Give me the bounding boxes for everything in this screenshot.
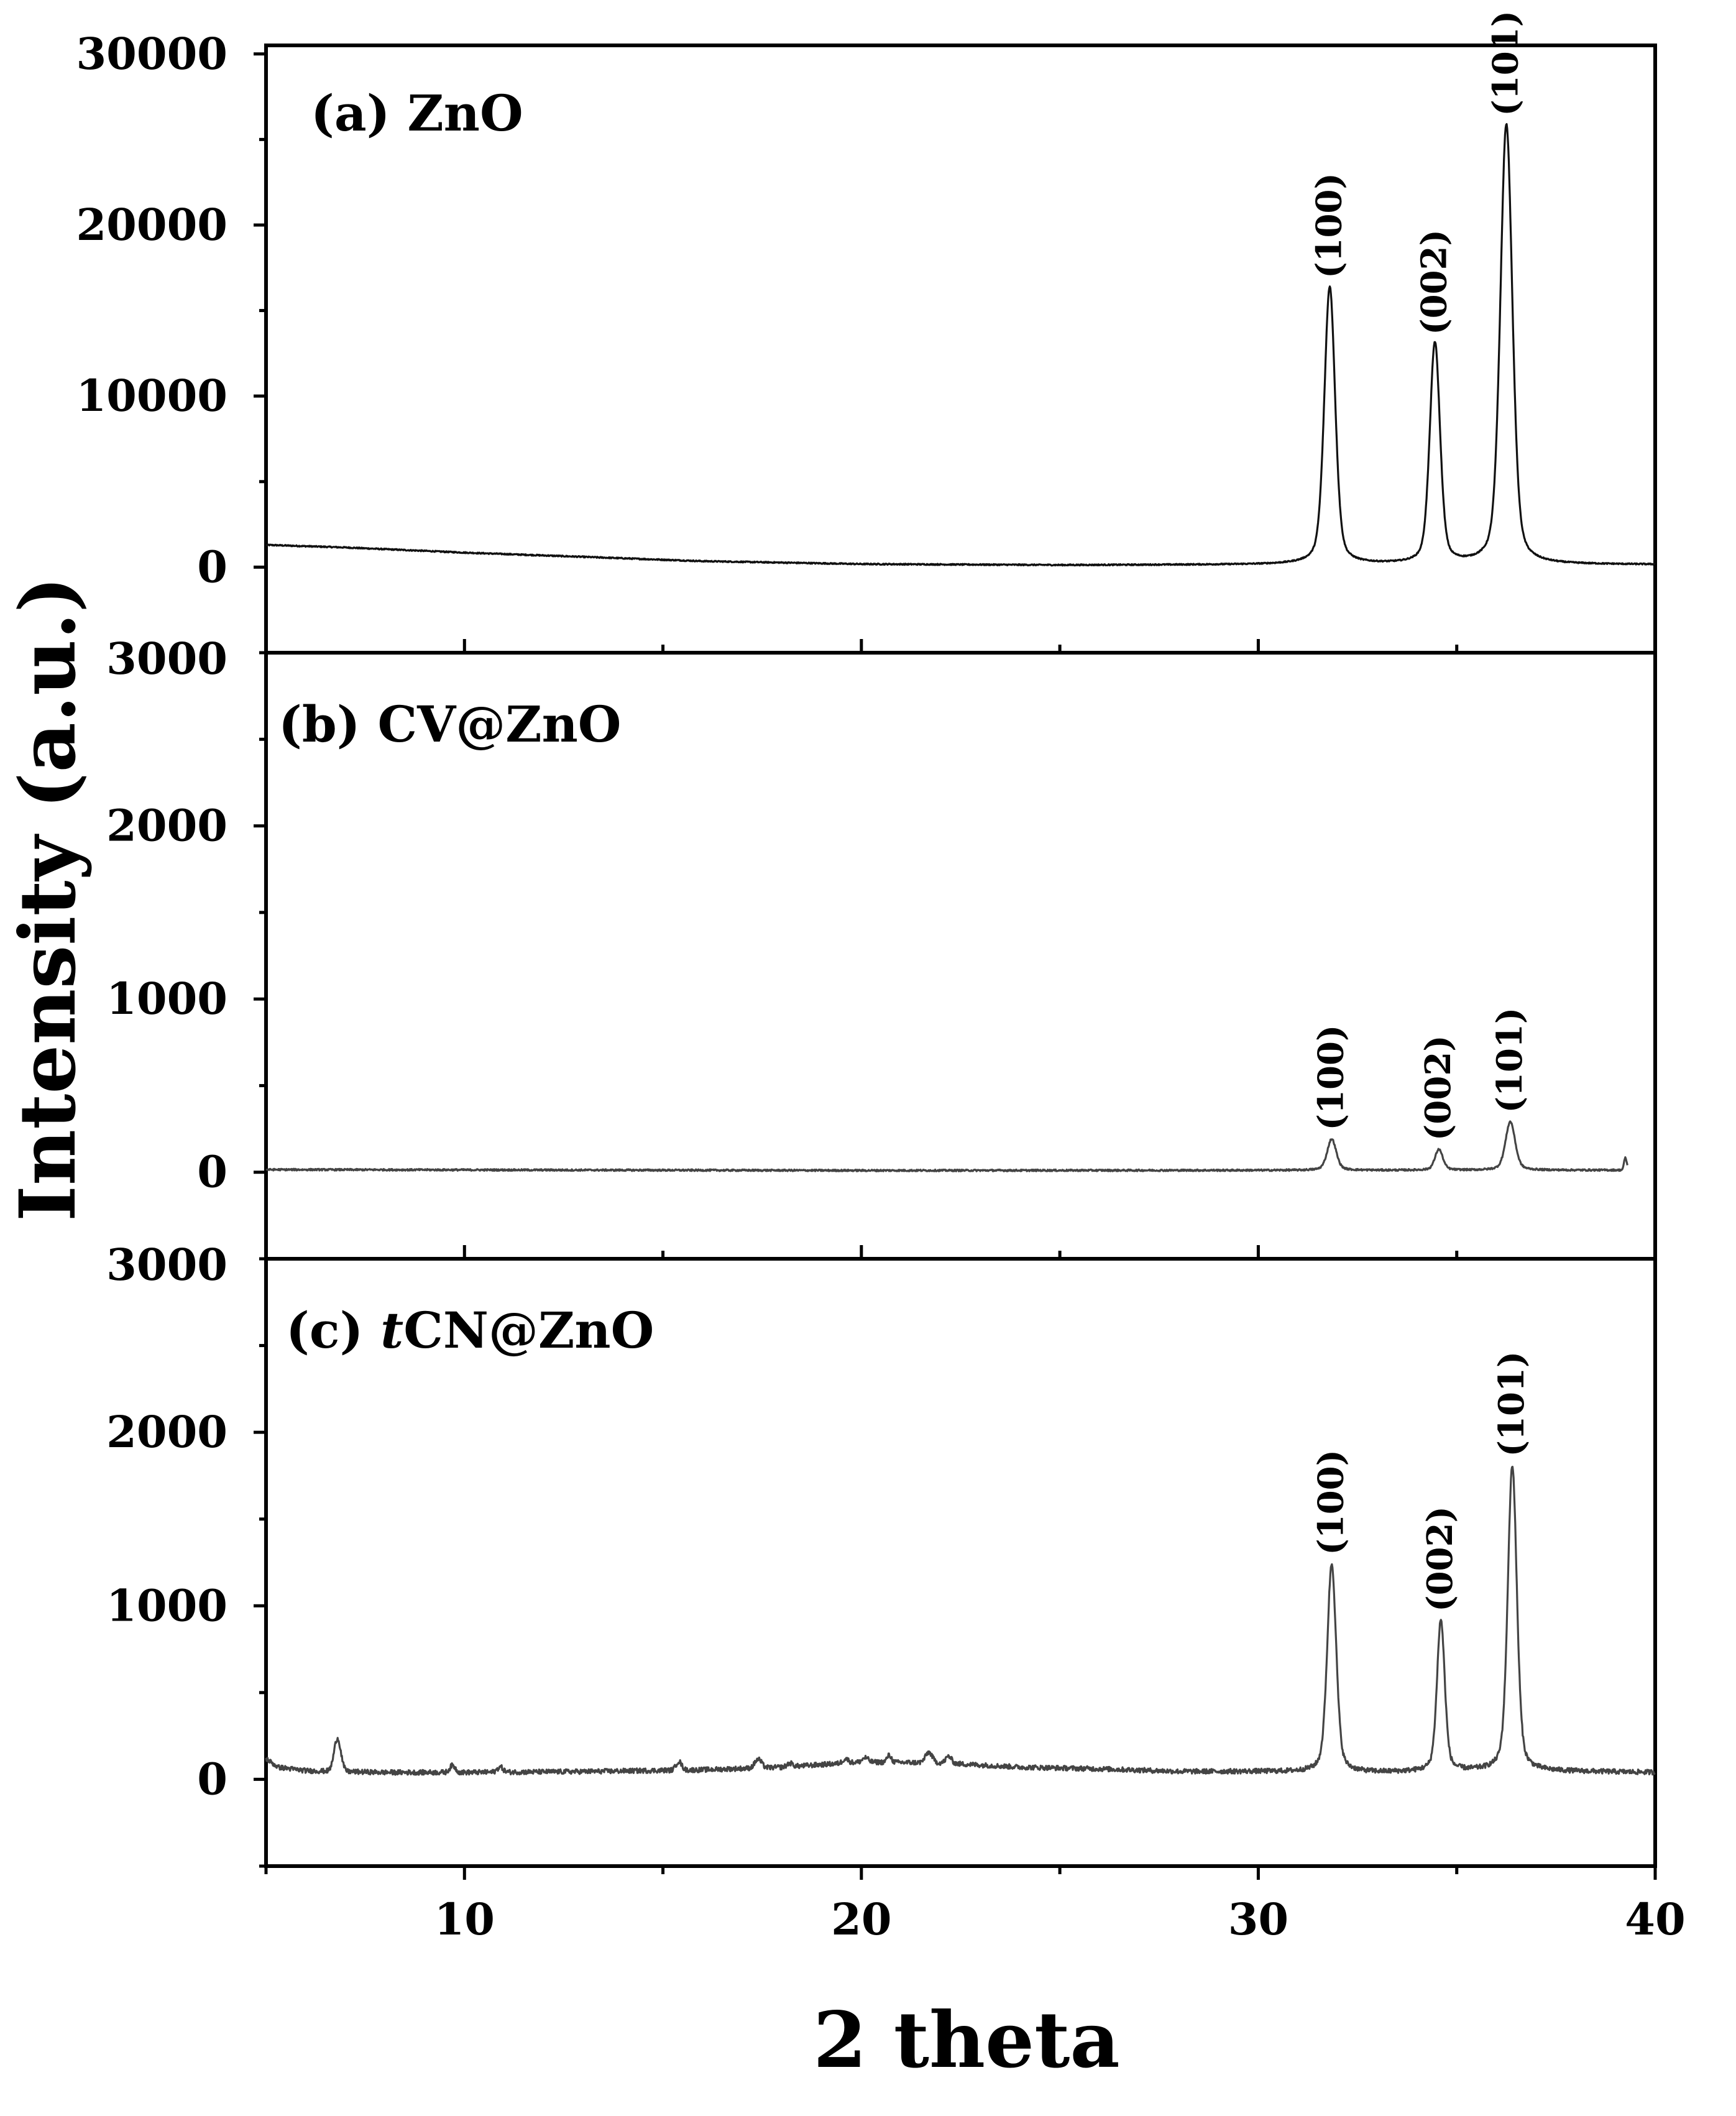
peak-label: (002)	[1418, 1035, 1459, 1141]
panel-label: (c) tCN@ZnO	[286, 1301, 654, 1359]
y-tick-label-top: 3000	[106, 1239, 227, 1290]
y-tick-label: 10000	[76, 370, 227, 421]
y-tick-label: 30000	[76, 28, 227, 80]
y-tick-label: 0	[197, 1146, 227, 1198]
peak-label: (100)	[1311, 1450, 1352, 1555]
y-tick-label: 1000	[106, 1580, 227, 1631]
panel-frame	[264, 1257, 1657, 1868]
y-tick-label: 1000	[106, 973, 227, 1024]
panel-3: 0 1000 2000 3000 (c) tCN@ZnO (100) (002) (101)	[106, 1239, 1657, 1868]
y-tick-label-top: 3000	[106, 633, 227, 684]
peak-label: (002)	[1420, 1506, 1461, 1612]
x-tick-label: 30	[1228, 1893, 1288, 1945]
y-tick-label: 2000	[106, 1406, 227, 1458]
x-tick-label: 20	[831, 1893, 891, 1945]
panel-2: 0 1000 2000 3000 (b) CV@ZnO (100) (002) (101)	[106, 633, 1657, 1261]
peak-label: (101)	[1491, 1351, 1532, 1457]
peak-label: (101)	[1486, 11, 1527, 116]
xrd-trace	[265, 1466, 1656, 1776]
x-axis-title: 2 theta	[813, 1995, 1119, 2086]
peak-label: (100)	[1311, 1025, 1352, 1131]
panel-label: (a) ZnO	[311, 84, 523, 142]
x-tick-label: 40	[1625, 1893, 1685, 1945]
panel-label: (b) CV@ZnO	[278, 695, 621, 753]
x-tick-label: 10	[434, 1893, 495, 1945]
xrd-trace	[265, 123, 1656, 567]
peak-label: (100)	[1308, 173, 1349, 278]
y-tick-label: 20000	[76, 199, 227, 251]
xrd-trace	[265, 1120, 1628, 1172]
y-tick-label: 2000	[106, 800, 227, 852]
x-axis: 10 20 30 40	[264, 1866, 1686, 1945]
peak-label: (101)	[1489, 1008, 1530, 1113]
y-axis-title: Intensity (a.u.)	[3, 576, 93, 1221]
panel-1: 0 10000 20000 30000 (a) ZnO (100) (002) (101)	[76, 11, 1657, 655]
y-tick-label: 0	[197, 1753, 227, 1805]
y-tick-label: 0	[197, 541, 227, 592]
peak-label: (002)	[1414, 229, 1455, 335]
